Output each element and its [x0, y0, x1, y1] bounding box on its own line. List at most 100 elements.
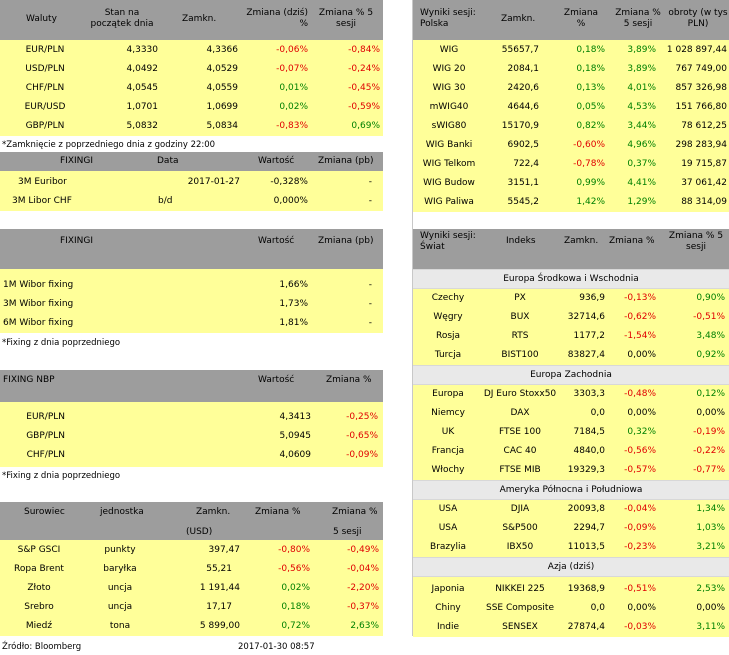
table-row: USA DJIA 20093,8 -0,04% 1,34% — [413, 500, 729, 519]
table-row: Czechy PX 936,9 -0,13% 0,90% — [413, 289, 729, 308]
currencies-table: Waluty Stan na początek dnia Zamkn. Zmia… — [0, 0, 383, 136]
row-chg5: -0,19% — [693, 427, 725, 437]
row-chg: 0,82% — [576, 121, 605, 131]
row-value: 4,0609 — [279, 450, 312, 460]
row-index: SENSEX — [502, 622, 538, 632]
row-close: 55657,7 — [501, 45, 539, 55]
row-name: S&P GSCI — [17, 545, 61, 555]
table-row: Japonia NIKKEI 225 19368,9 -0,51% 2,53% — [413, 580, 729, 599]
section-body: Czechy PX 936,9 -0,13% 0,90% Węgry BUX 3… — [413, 289, 729, 365]
row-chg5: 0,00% — [696, 603, 725, 613]
row-start: 4,3330 — [126, 45, 159, 55]
col-chg: Zmiana (pb) — [318, 156, 374, 166]
row-chg5: 3,44% — [627, 121, 656, 131]
wibor-table: FIXINGI Wartość Zmiana (pb) 1M Wibor fix… — [0, 229, 383, 333]
row-close: 936,9 — [579, 293, 605, 303]
row-chg5: -2,20% — [347, 583, 379, 593]
row-chg5: 0,92% — [696, 350, 725, 360]
row-chg5: 0,37% — [627, 159, 656, 169]
row-name: WIG Paliwa — [424, 197, 474, 207]
row-value: 1,66% — [279, 280, 308, 290]
section-title: Ameryka Północna i Południowa — [413, 480, 729, 500]
table-row: Ropa Brent baryłka 55,21 -0,56% -0,04% — [0, 560, 383, 579]
nbp-header: FIXING NBP Wartość Zmiana % — [0, 370, 383, 402]
table-row: WIG 30 2420,6 0,13% 4,01% 857 326,98 — [413, 79, 729, 98]
table-row: Europa DJ Euro Stoxx50 3303,3 -0,48% 0,1… — [413, 385, 729, 404]
row-close: 0,0 — [590, 408, 605, 418]
row-chg5: 4,53% — [627, 102, 656, 112]
row-close: 722,4 — [513, 159, 539, 169]
row-chg: -0,06% — [276, 45, 308, 55]
table-row: 6M Wibor fixing 1,81% - — [0, 314, 383, 333]
row-chg: -0,78% — [573, 159, 605, 169]
row-vol: 78 612,25 — [681, 121, 727, 131]
col-close: Zamkn. — [196, 507, 231, 517]
table-row: CHF/PLN 4,0545 4,0559 0,01% -0,45% — [0, 79, 383, 98]
row-name: 1M Wibor fixing — [3, 280, 74, 290]
row-country: Francja — [431, 446, 465, 456]
table-row: Złoto uncja 1 191,44 0,02% -2,20% — [0, 579, 383, 598]
row-chg5: -0,51% — [693, 312, 725, 322]
row-chg5: 2,53% — [696, 584, 725, 594]
row-close: 1,0699 — [206, 102, 239, 112]
row-chg: -0,56% — [278, 564, 310, 574]
commodities-header: Surowiec jednostka Zamkn. Zmiana % Zmian… — [0, 502, 383, 540]
row-name: GBP/PLN — [26, 431, 65, 441]
col-fixingi: FIXINGI — [60, 156, 94, 166]
row-index: DJIA — [510, 504, 530, 514]
row-close: 11013,5 — [567, 542, 605, 552]
row-close: 7184,5 — [573, 427, 606, 437]
row-chg5: 3,11% — [696, 622, 725, 632]
libor-header: FIXINGI Data Wartość Zmiana (pb) — [0, 152, 383, 171]
col-chg: Zmiana % — [255, 507, 301, 517]
row-chg: -0,83% — [276, 121, 308, 131]
row-close: 5545,2 — [507, 197, 540, 207]
row-chg5: 3,89% — [627, 45, 656, 55]
row-close: 6902,5 — [507, 140, 540, 150]
table-row: S&P GSCI punkty 397,47 -0,80% -0,49% — [0, 541, 383, 560]
row-name: USD/PLN — [25, 64, 65, 74]
row-chg: -0,56% — [624, 446, 656, 456]
row-index: FTSE 100 — [499, 427, 541, 437]
row-chg: - — [368, 318, 372, 328]
nbp-note: *Fixing z dnia poprzedniego — [2, 471, 121, 481]
row-close: 32714,6 — [567, 312, 605, 322]
table-row: WIG Telkom 722,4 -0,78% 0,37% 19 715,87 — [413, 155, 729, 174]
row-country: USA — [438, 523, 458, 533]
row-country: Węgry — [433, 312, 463, 322]
commodities-body: S&P GSCI punkty 397,47 -0,80% -0,49% Rop… — [0, 540, 383, 636]
col-polska: Wyniki sesji: Polska — [420, 8, 476, 29]
table-row: Włochy FTSE MIB 19329,3 -0,57% -0,77% — [413, 461, 729, 480]
col-chg: Zmiana (pb) — [318, 236, 374, 246]
row-close: 4,3366 — [206, 45, 239, 55]
col-close: Zamkn. — [182, 14, 217, 24]
row-chg5: 4,41% — [627, 178, 656, 188]
row-name: WIG Banki — [425, 140, 473, 150]
row-chg5: 2,63% — [350, 621, 379, 631]
row-index: DJ Euro Stoxx50 — [483, 389, 557, 399]
row-close: 17,17 — [206, 602, 232, 612]
table-row: WIG Banki 6902,5 -0,60% 4,96% 298 283,94 — [413, 136, 729, 155]
table-row: Węgry BUX 32714,6 -0,62% -0,51% — [413, 308, 729, 327]
row-chg5: 4,96% — [627, 140, 656, 150]
row-close: 19329,3 — [567, 465, 605, 475]
col-chg5: Zmiana % 5 sesji — [615, 8, 661, 29]
row-index: S&P500 — [502, 523, 538, 533]
row-chg: -0,25% — [346, 412, 378, 422]
row-name: WIG 30 — [432, 83, 466, 93]
row-country: Chiny — [435, 603, 461, 613]
table-row: Rosja RTS 1177,2 -1,54% 3,48% — [413, 327, 729, 346]
row-date: 2017-01-27 — [187, 177, 240, 187]
wibor-note: *Fixing z dnia poprzedniego — [2, 338, 121, 348]
row-chg5: -0,77% — [693, 465, 725, 475]
row-close: 19368,9 — [567, 584, 605, 594]
row-name: Ropa Brent — [14, 564, 64, 574]
row-chg5: 0,00% — [696, 408, 725, 418]
row-chg: 0,99% — [576, 178, 605, 188]
section-title: Europa Środkowa i Wschodnia — [413, 269, 729, 289]
row-chg5: 4,01% — [627, 83, 656, 93]
row-country: Japonia — [431, 584, 465, 594]
col-vol: obroty (w tys PLN) — [668, 8, 728, 29]
world-header: Wyniki sesji: Świat Indeks Zamkn. Zmiana… — [413, 229, 729, 269]
table-row: Francja CAC 40 4840,0 -0,56% -0,22% — [413, 442, 729, 461]
